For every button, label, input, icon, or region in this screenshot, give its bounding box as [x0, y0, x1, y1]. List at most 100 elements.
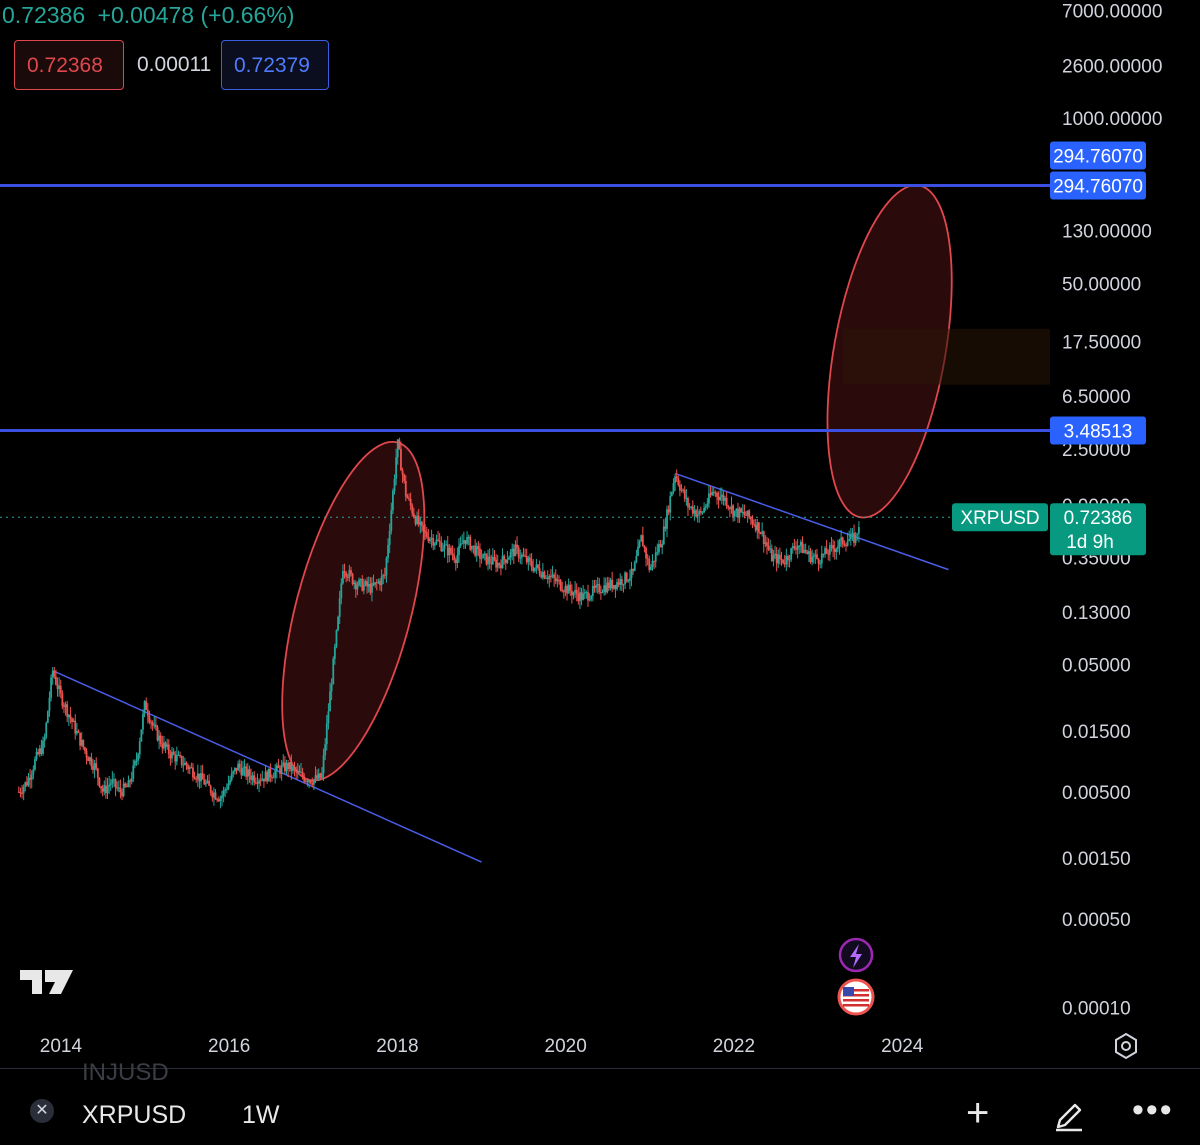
candle-body: [479, 548, 481, 559]
candle-body: [814, 554, 817, 557]
candle-body: [17, 791, 20, 793]
us-flag-stripe: [843, 994, 869, 997]
candle-body: [350, 570, 352, 574]
close-icon[interactable]: ✕: [30, 1099, 54, 1123]
candle-body: [172, 751, 175, 755]
candle-body: [791, 546, 794, 549]
candle-body: [496, 563, 499, 568]
candle-body: [361, 579, 364, 591]
candle-body: [675, 476, 678, 479]
plus-icon[interactable]: +: [966, 1091, 990, 1135]
lightning-icon-bolt: [850, 944, 862, 968]
candle-body: [159, 735, 162, 745]
candle-body: [737, 508, 739, 518]
spread-value: 0.00011: [137, 53, 212, 76]
candle-body: [333, 646, 336, 659]
candle-body: [67, 714, 70, 717]
candle-body: [456, 555, 459, 564]
symbol-name[interactable]: XRPUSD: [82, 1101, 187, 1129]
candle-body: [540, 574, 543, 578]
candle-body: [464, 540, 467, 544]
candle-body: [240, 767, 243, 776]
candle-body: [56, 684, 59, 690]
candle-body: [483, 553, 486, 555]
candle-body: [807, 551, 810, 554]
candle-body: [79, 732, 81, 746]
candle-body: [437, 539, 439, 541]
candle-body: [538, 568, 541, 575]
candle-body: [682, 489, 685, 491]
candle-body: [282, 762, 285, 766]
us-flag-stripe: [843, 989, 869, 992]
candle-body: [582, 593, 585, 600]
candle-body: [319, 773, 322, 778]
candle-body: [96, 768, 99, 778]
candle-body: [108, 784, 111, 787]
pencil-icon[interactable]: [1052, 1099, 1086, 1138]
candle-body: [601, 592, 604, 594]
candle-body: [653, 560, 656, 562]
candle-body: [303, 776, 306, 782]
candle-body: [175, 755, 178, 762]
candle-body: [330, 684, 333, 692]
candle-body: [72, 720, 75, 723]
candle-body: [799, 541, 802, 546]
candle-body: [93, 763, 96, 770]
candle-body: [180, 755, 183, 765]
candle-body: [450, 547, 452, 554]
candle-body: [701, 512, 704, 514]
candle-body: [714, 492, 717, 494]
candle-body: [309, 780, 312, 784]
candle-body: [306, 780, 309, 783]
candle-body: [264, 771, 267, 782]
more-icon[interactable]: •••: [1132, 1091, 1174, 1129]
candle-body: [134, 760, 136, 766]
candle-body: [385, 558, 388, 576]
axis-price-label: [1050, 171, 1146, 200]
candle-body: [543, 571, 546, 579]
sell-button[interactable]: 0.72368: [14, 40, 124, 90]
candle-body: [804, 549, 807, 552]
candle-body: [298, 770, 301, 773]
candle-body: [782, 559, 784, 564]
candle-body: [354, 582, 357, 590]
candle-body: [833, 548, 836, 552]
candle-body: [119, 787, 122, 793]
candle-body: [849, 534, 852, 540]
candle-body: [196, 773, 199, 780]
candle-body: [359, 579, 362, 581]
candle-body: [161, 744, 164, 749]
candle-body: [392, 491, 394, 511]
candle-body: [324, 744, 327, 756]
candle-body: [746, 510, 749, 516]
price-chart[interactable]: 7000.00000 2600.00000 1000.00000 130.00000 5…: [0, 0, 1200, 1068]
candle-body: [674, 476, 676, 484]
axis-price-label-text: 294.76070: [1053, 177, 1143, 198]
candle-body: [246, 769, 249, 777]
candle-body: [508, 557, 510, 560]
candle-body: [217, 799, 220, 802]
x-tick-label: 2014: [40, 1036, 83, 1057]
candle-body: [569, 584, 572, 591]
candle-body: [29, 777, 32, 780]
candle-body: [129, 780, 131, 782]
candle-body: [398, 439, 401, 449]
interval-selector[interactable]: 1W: [242, 1101, 280, 1129]
candle-body: [203, 779, 206, 785]
y-tick-label: 7000.00000: [1062, 2, 1162, 23]
candle-body: [46, 711, 49, 723]
candle-body: [213, 792, 215, 798]
candle-body: [277, 765, 280, 768]
candle-body: [745, 514, 747, 516]
candle-body: [614, 585, 617, 590]
buy-button[interactable]: 0.72379: [221, 40, 329, 90]
candle-body: [493, 556, 496, 560]
candle-body: [417, 515, 420, 525]
candle-body: [140, 729, 143, 742]
candle-body: [61, 693, 64, 707]
candle-body: [414, 517, 417, 524]
candle-body: [716, 492, 718, 497]
candle-body: [835, 548, 838, 552]
candle-body: [832, 545, 834, 549]
candle-body: [387, 544, 389, 559]
